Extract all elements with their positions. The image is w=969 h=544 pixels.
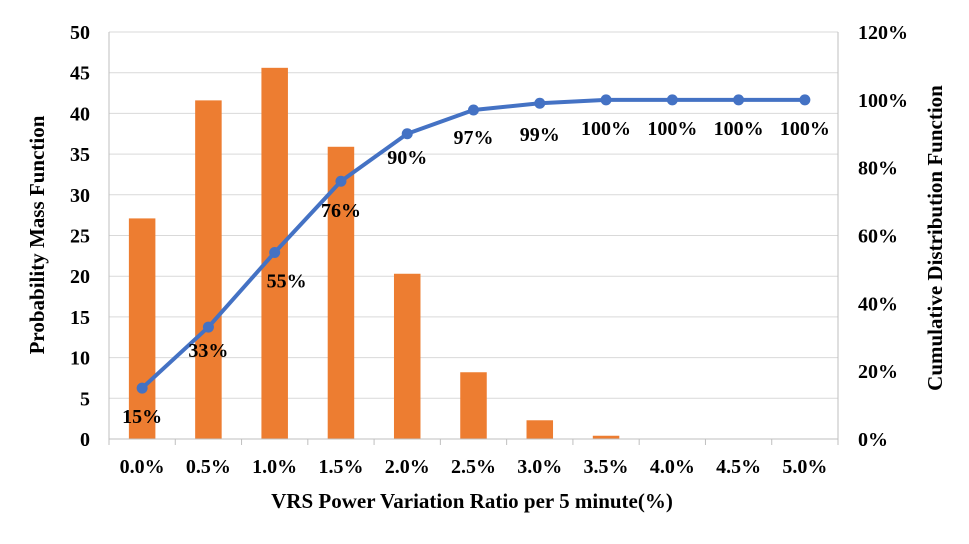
x-tick-label: 1.5% xyxy=(318,456,363,478)
y2-tick-label: 80% xyxy=(858,158,898,180)
pmf-bar xyxy=(393,273,421,439)
x-tick-label: 2.5% xyxy=(451,456,496,478)
pmf-bar xyxy=(526,420,554,439)
cdf-data-label: 55% xyxy=(267,270,307,292)
gridlines xyxy=(109,31,838,399)
pmf-bar xyxy=(195,100,222,439)
cdf-data-label: 90% xyxy=(387,147,427,169)
x-tick-label: 1.0% xyxy=(252,456,297,478)
y-tick-label: 50 xyxy=(70,22,90,44)
cdf-data-label: 100% xyxy=(647,118,697,140)
y2-tick-label: 120% xyxy=(858,22,908,44)
cdf-point xyxy=(733,94,745,106)
cdf-data-label: 15% xyxy=(122,406,162,428)
y-tick-label: 25 xyxy=(70,226,90,248)
y-tick-label: 15 xyxy=(70,307,90,329)
x-tick-label: 2.0% xyxy=(385,456,430,478)
cdf-point xyxy=(136,382,148,394)
pmf-bar xyxy=(592,435,620,439)
y2-tick-label: 100% xyxy=(858,90,908,112)
x-tick-label: 4.0% xyxy=(650,456,695,478)
cdf-data-label: 76% xyxy=(321,200,361,222)
pmf-bar xyxy=(460,372,487,439)
cdf-data-label: 100% xyxy=(714,118,764,140)
y2-tick-label: 40% xyxy=(858,293,898,315)
cdf-point xyxy=(335,175,347,187)
cdf-data-label: 97% xyxy=(454,127,494,149)
y2-tick-label: 0% xyxy=(858,429,888,451)
x-tick-label: 3.0% xyxy=(517,456,562,478)
y2-tick-label: 60% xyxy=(858,226,898,248)
y-tick-label: 30 xyxy=(70,185,90,207)
y-tick-label: 40 xyxy=(70,103,90,125)
y-tick-label: 10 xyxy=(70,348,90,370)
x-tick-label: 5.0% xyxy=(782,456,827,478)
y-tick-label: 45 xyxy=(70,63,90,85)
x-tick-label: 4.5% xyxy=(716,456,761,478)
y-axis-title: Probability Mass Function xyxy=(25,115,49,354)
y-tick-label: 20 xyxy=(70,266,90,288)
cdf-point xyxy=(401,128,413,140)
pmf-bar xyxy=(128,218,156,439)
cdf-point xyxy=(534,97,546,109)
pmf-bar xyxy=(327,146,355,440)
y-tick-label: 5 xyxy=(80,388,90,410)
cdf-line-series xyxy=(136,94,811,394)
cdf-point xyxy=(269,246,281,258)
cdf-data-label: 33% xyxy=(188,340,228,362)
cdf-point xyxy=(468,104,479,116)
cdf-point xyxy=(666,94,678,106)
y-tick-label: 35 xyxy=(70,144,90,166)
x-axis-title: VRS Power Variation Ratio per 5 minute(%… xyxy=(271,489,673,513)
cdf-data-labels: 15% 33% 55% 76% 90% 97% 99% 100% 100% 100% 100% xyxy=(122,118,830,428)
y2-tick-label: 20% xyxy=(858,361,898,383)
cdf-point xyxy=(202,321,214,333)
cdf-point xyxy=(600,94,612,106)
cdf-data-label: 99% xyxy=(520,124,560,146)
cdf-data-label: 100% xyxy=(581,118,631,140)
cdf-data-label: 100% xyxy=(780,118,830,140)
y-tick-label: 0 xyxy=(80,429,90,451)
x-tick-label: 3.5% xyxy=(584,456,629,478)
x-tick-label: 0.0% xyxy=(120,456,165,478)
axes: 0 5 10 15 20 25 30 35 40 45 50 0% 20% 40% 60% 80% 100% 12… xyxy=(70,22,908,478)
x-tick-label: 0.5% xyxy=(186,456,231,478)
cdf-point xyxy=(799,94,811,106)
y2-axis-title: Cumulative Distribution Function xyxy=(923,85,947,391)
